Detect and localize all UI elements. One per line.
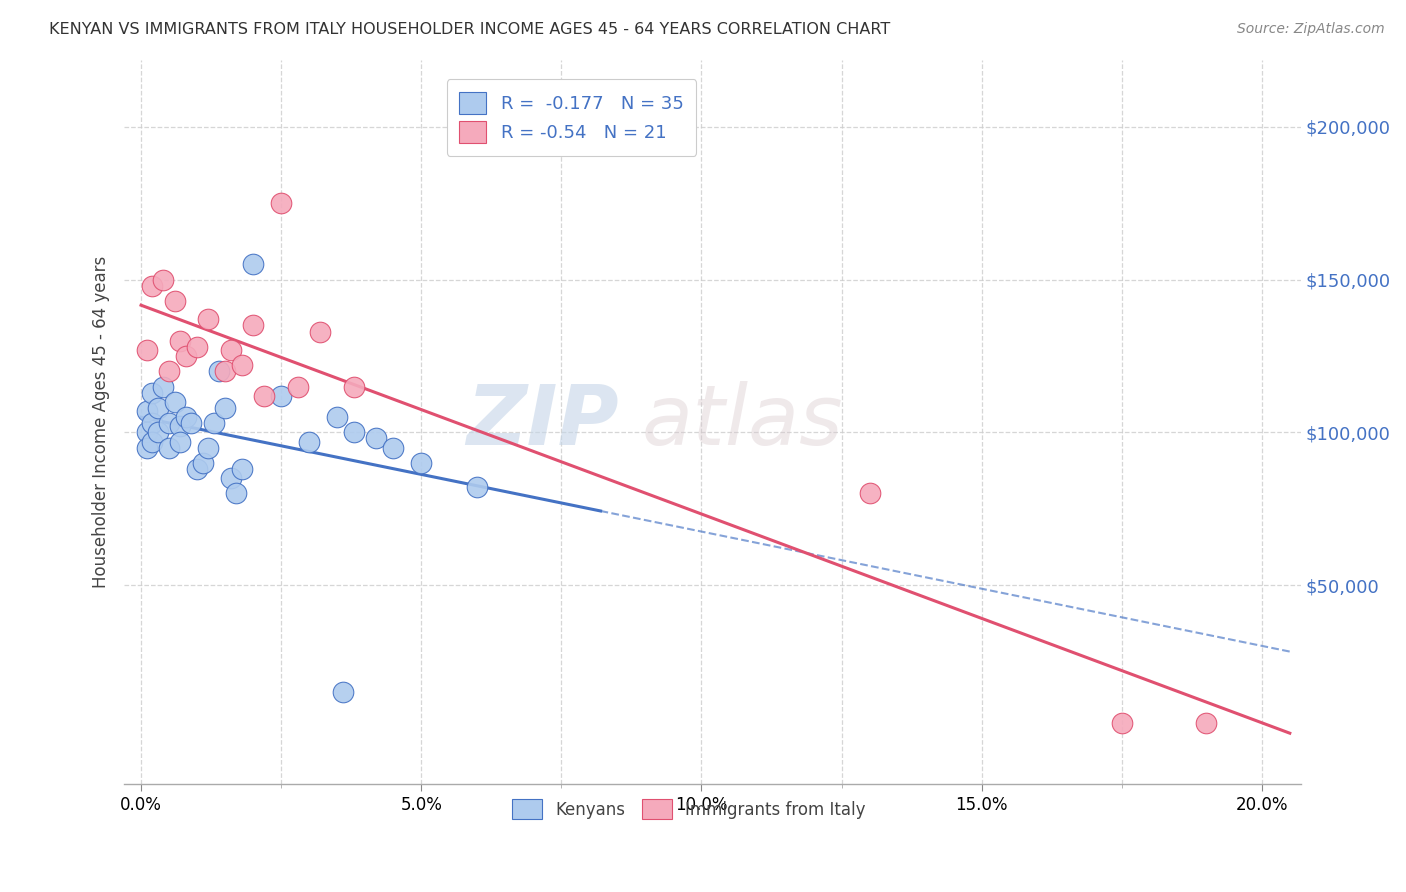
Point <box>231 462 253 476</box>
Text: ZIP: ZIP <box>465 381 619 462</box>
Point <box>157 364 180 378</box>
Legend: Kenyans, Immigrants from Italy: Kenyans, Immigrants from Italy <box>506 792 873 826</box>
Point <box>169 419 191 434</box>
Point <box>146 425 169 440</box>
Point <box>157 441 180 455</box>
Point <box>146 401 169 415</box>
Point <box>1195 715 1218 730</box>
Point <box>186 340 208 354</box>
Point <box>326 410 349 425</box>
Point <box>157 416 180 430</box>
Point <box>219 343 242 357</box>
Point <box>382 441 405 455</box>
Point <box>298 434 321 449</box>
Point <box>1111 715 1133 730</box>
Point <box>214 364 236 378</box>
Point <box>141 416 163 430</box>
Point <box>197 312 219 326</box>
Point <box>465 480 488 494</box>
Point <box>219 471 242 485</box>
Point <box>242 257 264 271</box>
Point <box>152 379 174 393</box>
Point <box>180 416 202 430</box>
Point <box>231 358 253 372</box>
Point <box>169 334 191 348</box>
Point <box>135 343 157 357</box>
Point <box>163 293 186 308</box>
Point <box>287 379 309 393</box>
Point <box>270 389 292 403</box>
Text: Source: ZipAtlas.com: Source: ZipAtlas.com <box>1237 22 1385 37</box>
Point <box>186 462 208 476</box>
Point <box>366 432 388 446</box>
Point <box>208 364 231 378</box>
Point <box>174 410 197 425</box>
Point <box>309 325 332 339</box>
Point <box>214 401 236 415</box>
Point <box>169 434 191 449</box>
Point <box>141 278 163 293</box>
Point <box>858 486 880 500</box>
Point <box>135 425 157 440</box>
Text: atlas: atlas <box>643 381 844 462</box>
Point <box>141 434 163 449</box>
Y-axis label: Householder Income Ages 45 - 64 years: Householder Income Ages 45 - 64 years <box>93 255 110 588</box>
Point <box>174 349 197 363</box>
Point <box>197 441 219 455</box>
Point <box>152 272 174 286</box>
Point <box>332 685 354 699</box>
Point <box>343 379 366 393</box>
Point <box>253 389 276 403</box>
Point <box>343 425 366 440</box>
Point <box>270 196 292 211</box>
Text: KENYAN VS IMMIGRANTS FROM ITALY HOUSEHOLDER INCOME AGES 45 - 64 YEARS CORRELATIO: KENYAN VS IMMIGRANTS FROM ITALY HOUSEHOL… <box>49 22 890 37</box>
Point <box>135 441 157 455</box>
Point <box>242 318 264 333</box>
Point <box>163 394 186 409</box>
Point <box>411 456 433 470</box>
Point <box>225 486 247 500</box>
Point <box>135 404 157 418</box>
Point <box>202 416 225 430</box>
Point <box>191 456 214 470</box>
Point <box>141 385 163 400</box>
